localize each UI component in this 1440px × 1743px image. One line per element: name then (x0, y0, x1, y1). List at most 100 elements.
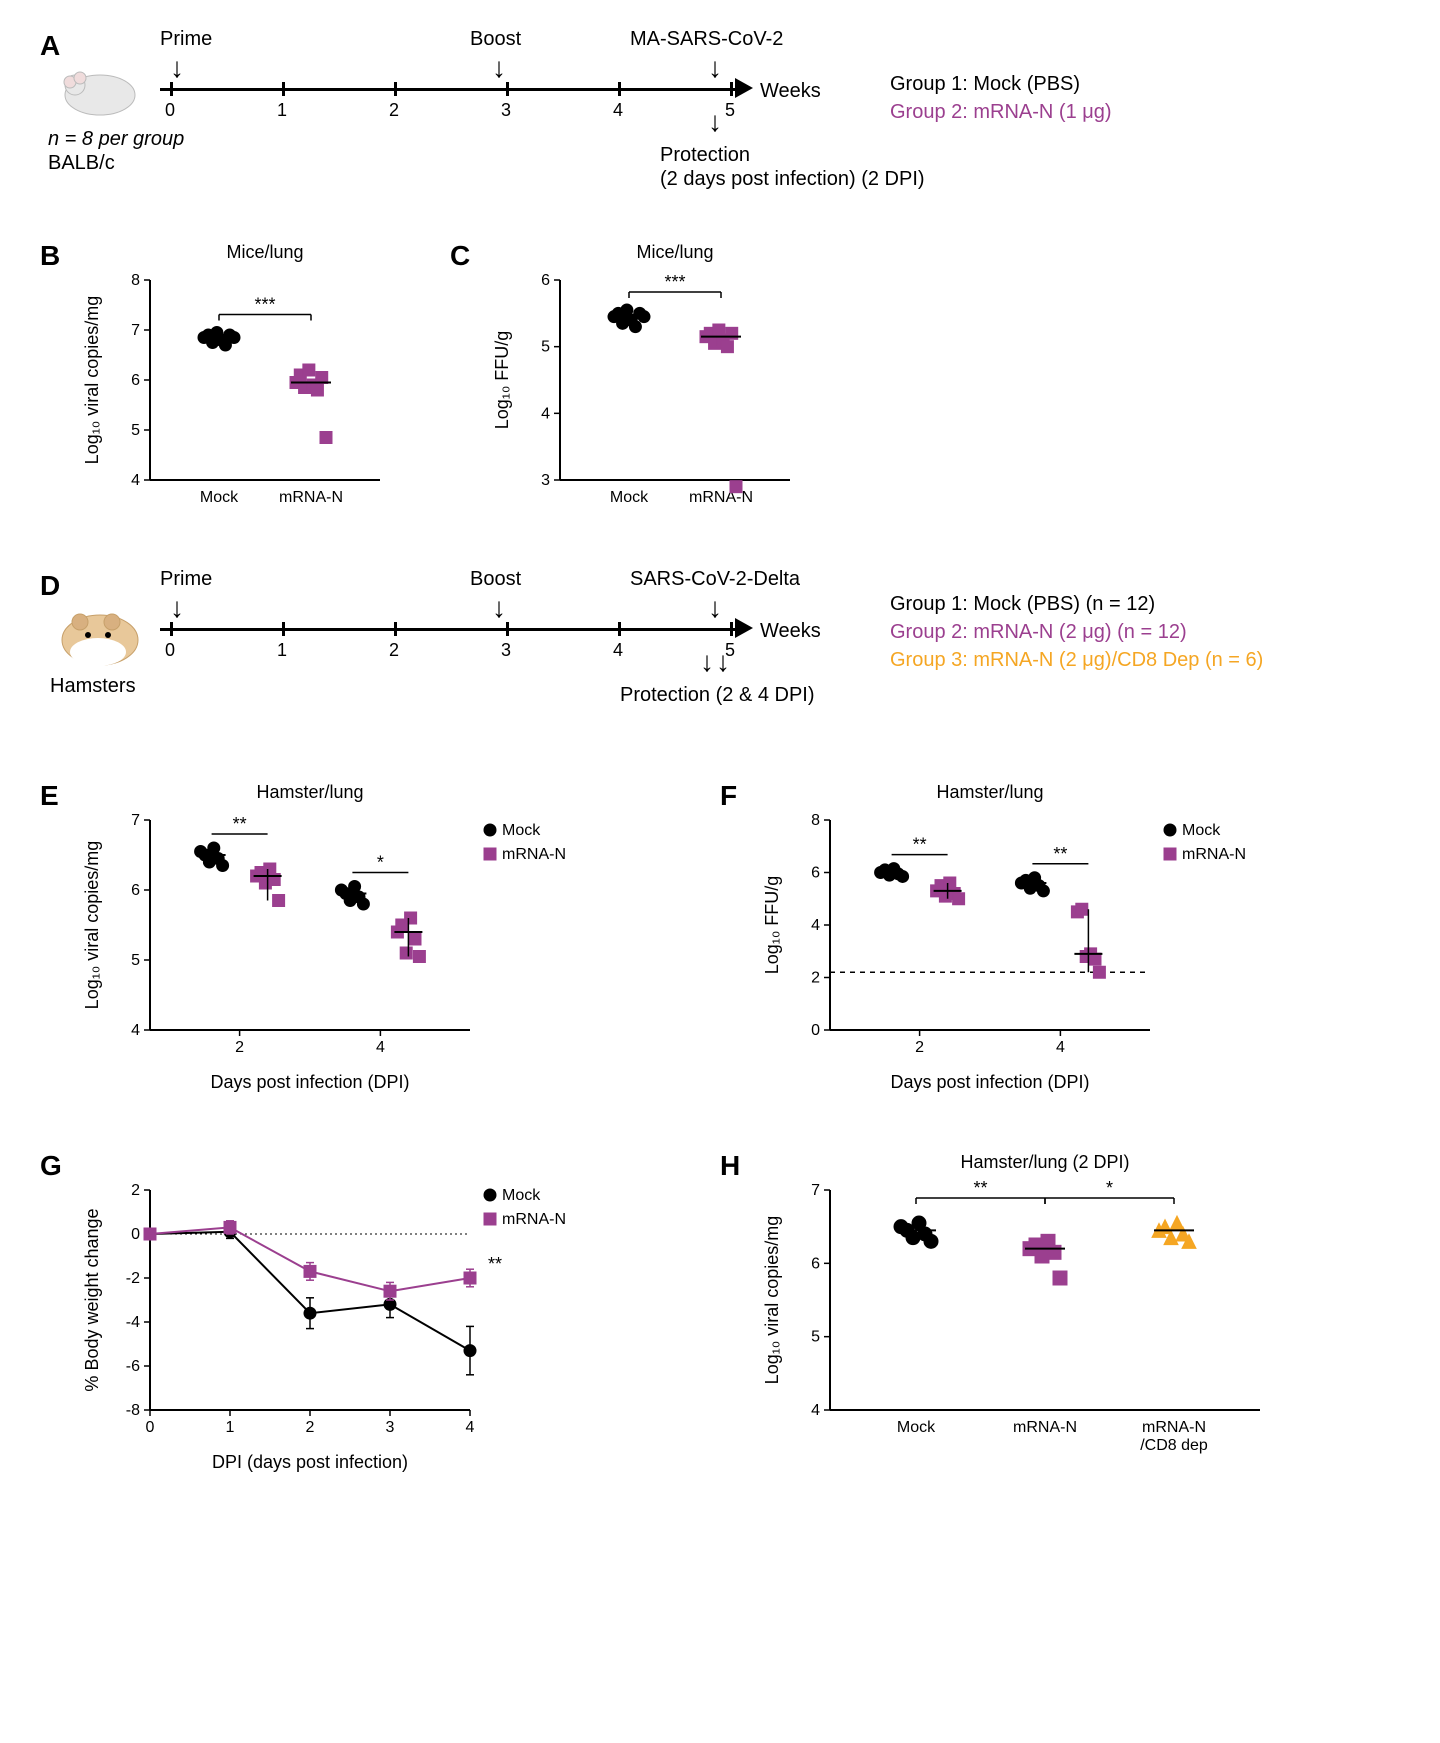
svg-text:4: 4 (131, 472, 140, 489)
mouse-icon (50, 60, 140, 125)
svg-text:DPI (days post infection): DPI (days post infection) (212, 1452, 408, 1472)
mouse-caption-1: n = 8 per group (48, 128, 184, 151)
svg-text:4: 4 (131, 1022, 140, 1039)
svg-text:-8: -8 (126, 1402, 140, 1419)
svg-text:mRNA-N: mRNA-N (502, 846, 566, 863)
svg-text:4: 4 (376, 1039, 385, 1056)
svg-text:Mock: Mock (1182, 822, 1221, 839)
svg-text:Mock: Mock (610, 489, 649, 506)
panel-g-label: G (40, 1150, 62, 1182)
svg-text:-6: -6 (126, 1358, 140, 1375)
svg-text:Log₁₀ viral copies/mg: Log₁₀ viral copies/mg (82, 296, 102, 465)
svg-text:2: 2 (811, 970, 820, 987)
weeks-label-a: Weeks (760, 80, 821, 103)
svg-text:Log₁₀ FFU/g: Log₁₀ FFU/g (492, 331, 512, 430)
svg-text:2: 2 (235, 1039, 244, 1056)
svg-text:4: 4 (541, 405, 550, 422)
svg-text:**: ** (973, 1178, 987, 1198)
svg-text:7: 7 (131, 322, 140, 339)
svg-text:Hamster/lung (2 DPI): Hamster/lung (2 DPI) (960, 1152, 1129, 1172)
hamster-icon (50, 600, 140, 675)
svg-text:***: *** (254, 295, 275, 315)
svg-text:*: * (377, 853, 384, 873)
challenge-label-d: SARS-CoV-2-Delta (630, 568, 800, 591)
svg-text:Hamster/lung: Hamster/lung (256, 782, 363, 802)
figure-container: A n = 8 per group BALB/c Prime ↓ Boost ↓… (20, 20, 1420, 1720)
svg-text:**: ** (488, 1254, 502, 1274)
svg-text:5: 5 (811, 1329, 820, 1346)
svg-text:8: 8 (131, 272, 140, 289)
challenge-label-a: MA-SARS-CoV-2 (630, 28, 783, 51)
svg-text:2: 2 (306, 1419, 315, 1436)
chart-h: 4567Hamster/lung (2 DPI)Log₁₀ viral copi… (760, 1150, 1280, 1500)
chart-c: 3456Mice/lungLog₁₀ FFU/gMockmRNA-N*** (490, 240, 810, 530)
svg-text:-4: -4 (126, 1314, 140, 1331)
boost-arrow: ↓ (492, 54, 506, 82)
svg-text:Hamster/lung: Hamster/lung (936, 782, 1043, 802)
svg-text:mRNA-N: mRNA-N (1013, 1419, 1077, 1436)
groups-legend-a: Group 1: Mock (PBS)Group 2: mRNA-N (1 μg… (890, 70, 1112, 126)
svg-text:**: ** (1053, 844, 1067, 864)
svg-text:Days post infection (DPI): Days post infection (DPI) (210, 1072, 409, 1092)
weeks-label-d: Weeks (760, 620, 821, 643)
svg-text:Log₁₀ viral copies/mg: Log₁₀ viral copies/mg (762, 1216, 782, 1385)
svg-text:6: 6 (541, 272, 550, 289)
svg-text:Mock: Mock (200, 489, 239, 506)
prime-arrow: ↓ (170, 54, 184, 82)
svg-text:**: ** (913, 835, 927, 855)
svg-text:4: 4 (1056, 1039, 1065, 1056)
panel-h-label: H (720, 1150, 740, 1182)
protection-d: Protection (2 & 4 DPI) (620, 684, 815, 707)
svg-text:mRNA-N: mRNA-N (689, 489, 753, 506)
protection-line2: (2 days post infection) (2 DPI) (660, 168, 925, 191)
mouse-caption-2: BALB/c (48, 152, 115, 175)
svg-text:mRNA-N: mRNA-N (279, 489, 343, 506)
svg-text:5: 5 (131, 952, 140, 969)
svg-text:***: *** (664, 272, 685, 292)
svg-text:6: 6 (131, 882, 140, 899)
svg-text:% Body weight change: % Body weight change (82, 1208, 102, 1391)
svg-text:-2: -2 (126, 1270, 140, 1287)
svg-text:**: ** (233, 814, 247, 834)
boost-label-d: Boost (470, 568, 521, 591)
svg-text:Days post infection (DPI): Days post infection (DPI) (890, 1072, 1089, 1092)
panel-e-label: E (40, 780, 59, 812)
svg-text:*: * (1106, 1178, 1113, 1198)
chart-g: -8-6-4-20201234% Body weight changeDPI (… (80, 1150, 600, 1480)
groups-legend-d: Group 1: Mock (PBS) (n = 12)Group 2: mRN… (890, 590, 1263, 674)
svg-text:Mice/lung: Mice/lung (636, 242, 713, 262)
boost-label: Boost (470, 28, 521, 51)
svg-text:Log₁₀ FFU/g: Log₁₀ FFU/g (762, 876, 782, 975)
svg-text:0: 0 (811, 1022, 820, 1039)
svg-text:Mice/lung: Mice/lung (226, 242, 303, 262)
svg-text:4: 4 (811, 917, 820, 934)
svg-text:4: 4 (466, 1419, 475, 1436)
chart-e: 4 5 6 7 Hamster/lung Log₁₀ viral copies/mg Day… (80, 780, 600, 1100)
svg-text:7: 7 (131, 812, 140, 829)
svg-text:Mock: Mock (502, 822, 541, 839)
svg-text:mRNA-N: mRNA-N (502, 1211, 566, 1228)
svg-text:mRNA-N: mRNA-N (1182, 846, 1246, 863)
chart-b: 45678Mice/lungLog₁₀ viral copies/mgMockm… (80, 240, 400, 530)
svg-text:2: 2 (131, 1182, 140, 1199)
protection-arrow-a: ↓ (708, 108, 722, 136)
svg-text:7: 7 (811, 1182, 820, 1199)
hamster-caption: Hamsters (50, 675, 136, 698)
protection-line1: Protection (660, 144, 750, 167)
prime-label-d: Prime (160, 568, 212, 591)
prime-label: Prime (160, 28, 212, 51)
panel-d-label: D (40, 570, 60, 602)
svg-text:1: 1 (226, 1419, 235, 1436)
svg-text:2: 2 (915, 1039, 924, 1056)
panel-b-label: B (40, 240, 60, 272)
svg-text:0: 0 (131, 1226, 140, 1243)
svg-text:6: 6 (811, 1255, 820, 1272)
chart-f: 02468Hamster/lungLog₁₀ FFU/gDays post in… (760, 780, 1280, 1100)
svg-text:/CD8 dep: /CD8 dep (1140, 1437, 1208, 1454)
svg-text:6: 6 (811, 865, 820, 882)
challenge-arrow-a: ↓ (708, 54, 722, 82)
panel-f-label: F (720, 780, 737, 812)
svg-text:5: 5 (541, 339, 550, 356)
panel-c-label: C (450, 240, 470, 272)
svg-text:Log₁₀ viral copies/mg: Log₁₀ viral copies/mg (82, 841, 102, 1010)
